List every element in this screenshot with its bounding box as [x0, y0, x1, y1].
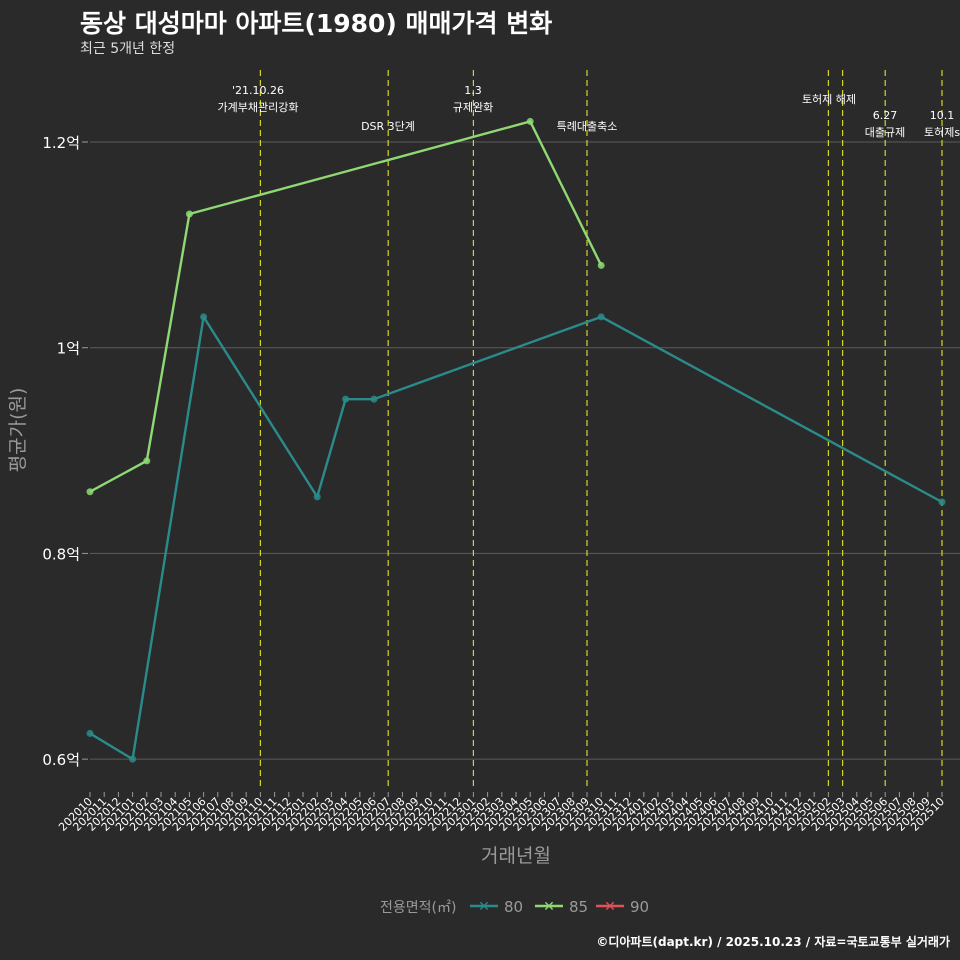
chart-caption: ©디아파트(dapt.kr) / 2025.10.23 / 자료=국토교통부 실…	[596, 935, 950, 949]
data-point-80	[938, 498, 946, 506]
y-axis-title: 평균가(원)	[7, 388, 29, 473]
data-point-85	[86, 488, 94, 496]
annotation-label: 대출규제	[865, 126, 905, 139]
data-point-80	[313, 493, 321, 501]
data-point-85	[526, 117, 534, 125]
legend-label-85: 85	[569, 898, 588, 916]
data-point-85	[597, 261, 605, 269]
y-tick-label: 1.2억	[42, 134, 80, 152]
data-point-80	[86, 729, 94, 737]
legend-title: 전용면적(㎡)	[380, 900, 456, 916]
annotation-label: 10.1	[930, 109, 955, 122]
annotation-label: 가계부채관리강화	[218, 101, 299, 114]
data-point-85	[143, 457, 151, 465]
data-point-80	[370, 395, 378, 403]
annotation-label: 규제완화	[453, 101, 493, 114]
legend-label-90: 90	[630, 898, 649, 916]
annotation-label: 1.3	[464, 84, 482, 97]
y-tick-label: 0.6억	[42, 751, 80, 769]
legend-key-mark-80: ✕	[478, 899, 490, 915]
data-point-80	[200, 313, 208, 321]
chart-subtitle: 최근 5개년 한정	[80, 41, 176, 57]
annotation-label: 특례대출축소	[557, 120, 618, 133]
legend-key-mark-85: ✕	[543, 899, 555, 915]
data-point-80	[342, 395, 350, 403]
annotation-label: 토허제 해제	[802, 92, 856, 106]
data-point-80	[597, 313, 605, 321]
legend-label-80: 80	[504, 898, 523, 916]
legend-key-mark-90: ✕	[604, 899, 616, 915]
data-point-80	[129, 755, 137, 763]
y-tick-label: 1억	[57, 340, 80, 358]
annotation-label: '21.10.26	[232, 84, 284, 97]
x-axis-title: 거래년월	[481, 845, 551, 867]
series-line-85	[89, 120, 603, 493]
series-line-80	[89, 315, 943, 761]
chart-title: 동상 대성마마 아파트(1980) 매매가격 변화	[80, 9, 553, 38]
y-tick-label: 0.8억	[42, 545, 80, 563]
annotation-label: 6.27	[873, 109, 898, 122]
annotation-label: 토허제s	[924, 126, 960, 139]
data-point-85	[185, 210, 193, 218]
annotation-label: DSR 3단계	[361, 120, 415, 133]
